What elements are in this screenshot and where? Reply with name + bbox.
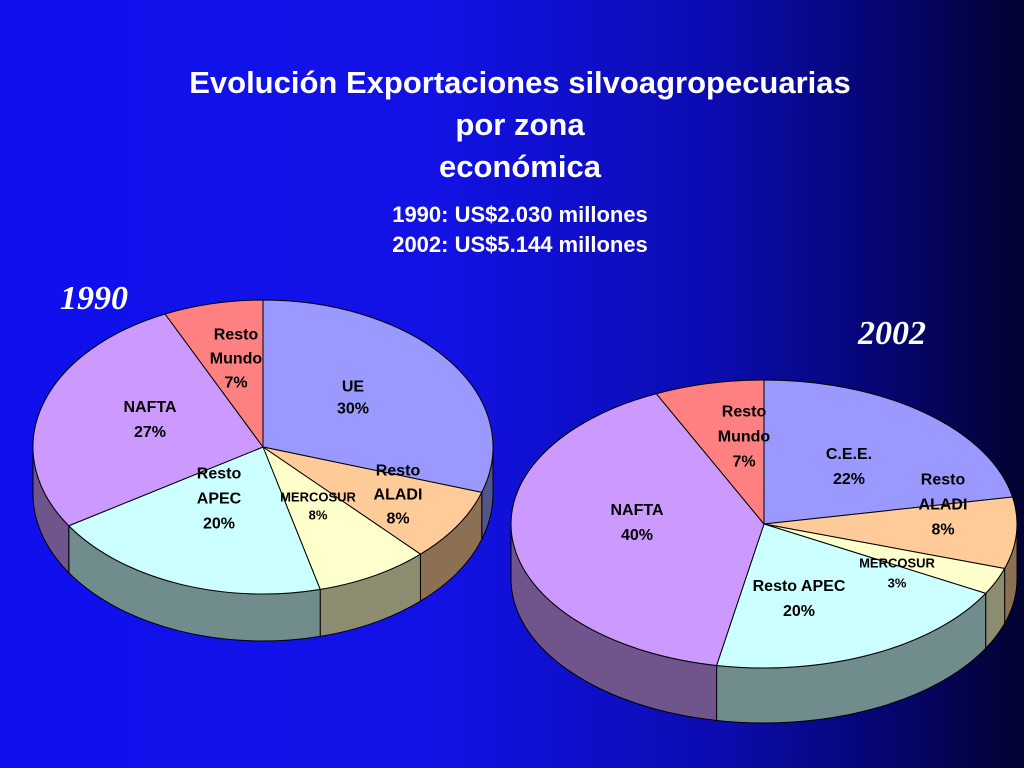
pie-1990-slices [32,299,494,595]
title-line-2: por zona [455,107,585,142]
year-label-2002: 2002 [858,315,926,352]
pie-1990-slice-mundo [164,299,264,449]
pie-2002-label-cee: C.E.E. 22% [826,446,872,488]
slide-subtitle: 1990: US$2.030 millones 2002: US$5.144 m… [0,200,1024,260]
subtitle-line-1: 1990: US$2.030 millones [392,202,648,227]
pie-2002-label-nafta-line: NAFTA [610,502,663,519]
pie-1990-slice-mercosur [261,445,422,590]
title-line-3: económica [439,149,601,184]
pie-2002-label-mundo: Resto Mundo 7% [718,404,771,471]
pie-2002-label-nafta-line: 40% [621,527,653,544]
pie-1990-label-aladi-line: ALADI [374,487,423,504]
pie-1990-label-mundo: Resto Mundo 7% [210,327,263,392]
pie-2002-label-cee-line: 22% [833,471,865,488]
pie-1990-label-apec-line: APEC [197,491,242,508]
pie-1990-label-mundo-line: Mundo [210,351,263,368]
pie-chart-1990: UE 30% Resto ALADI 8% MERCOSUR 8% Resto APEC 20% N… [32,299,494,642]
pie-1990-label-nafta-line: NAFTA [123,399,176,416]
pie-1990-label-ue-line: UE [342,379,365,396]
pie-1990-slice-apec [67,446,321,595]
pie-2002-label-mundo-line: 7% [732,454,755,471]
pie-1990-label-mundo-line: 7% [224,375,247,392]
pie-1990-slice-aladi [262,446,483,555]
pie-2002-label-apec: Resto APEC 20% [753,578,846,620]
pie-2002-slice-apec [715,523,987,669]
pie-2002-label-mercosur: MERCOSUR 3% [859,556,935,591]
pie-1990-label-mercosur: MERCOSUR 8% [280,490,356,523]
pie-1990-label-ue: UE 30% [337,379,369,418]
pie-2002-labels: C.E.E. 22% Resto ALADI 8% MERCOSUR 3% Resto APE… [610,404,967,620]
year-label-1990: 1990 [60,280,128,317]
pie-2002-label-mundo-line: Mundo [718,429,771,446]
pie-1990-label-mercosur-line: MERCOSUR [280,490,356,505]
pie-2002-label-aladi-line: ALADI [919,497,968,514]
pie-1990-slice-nafta [32,313,264,527]
pie-1990-label-aladi-line: 8% [386,511,409,528]
pie-2002-slice-mundo [655,379,765,526]
pie-1990-label-aladi-line: Resto [376,463,421,480]
pie-2002-label-mundo-line: Resto [722,404,767,421]
pie-2002-label-apec-line: Resto APEC [753,578,846,595]
pie-2002-slice-cee [763,379,1014,525]
pie-chart-2002: C.E.E. 22% Resto ALADI 8% MERCOSUR 3% Resto APE… [510,379,1018,724]
pie-2002-label-aladi-line: 8% [931,522,954,539]
pie-1990-side-walls [32,446,494,642]
pie-1990-labels: UE 30% Resto ALADI 8% MERCOSUR 8% Resto APEC 20% N… [123,327,422,533]
subtitle-line-2: 2002: US$5.144 millones [392,232,648,257]
pie-2002-label-apec-line: 20% [783,603,815,620]
pie-1990-label-nafta: NAFTA 27% [123,399,176,441]
pie-1990-label-apec: Resto APEC 20% [197,466,242,533]
pie-2002-label-mercosur-line: 3% [888,576,907,591]
pie-2002-label-nafta: NAFTA 40% [610,502,663,544]
pie-2002-slice-nafta [510,393,765,666]
pie-1990-label-aladi: Resto ALADI 8% [374,463,423,528]
pie-1990-label-ue-line: 30% [337,401,369,418]
pie-1990-label-apec-line: 20% [203,516,235,533]
pie-2002-slices [510,379,1018,669]
pie-1990-label-mercosur-line: 8% [309,508,328,523]
slide-title: Evolución Exportaciones silvoagropecuari… [0,62,1024,188]
pie-1990-label-nafta-line: 27% [134,424,166,441]
pie-2002-label-aladi-line: Resto [921,472,966,489]
pie-2002-label-aladi: Resto ALADI 8% [919,472,968,539]
pie-2002-label-mercosur-line: MERCOSUR [859,556,935,571]
pie-1990-label-apec-line: Resto [197,466,242,483]
pie-1990-label-mundo-line: Resto [214,327,259,344]
pie-1990-slice-ue [262,299,494,493]
pie-2002-slice-aladi [763,496,1018,570]
title-line-1: Evolución Exportaciones silvoagropecuari… [189,65,851,100]
pie-2002-label-cee-line: C.E.E. [826,446,872,463]
